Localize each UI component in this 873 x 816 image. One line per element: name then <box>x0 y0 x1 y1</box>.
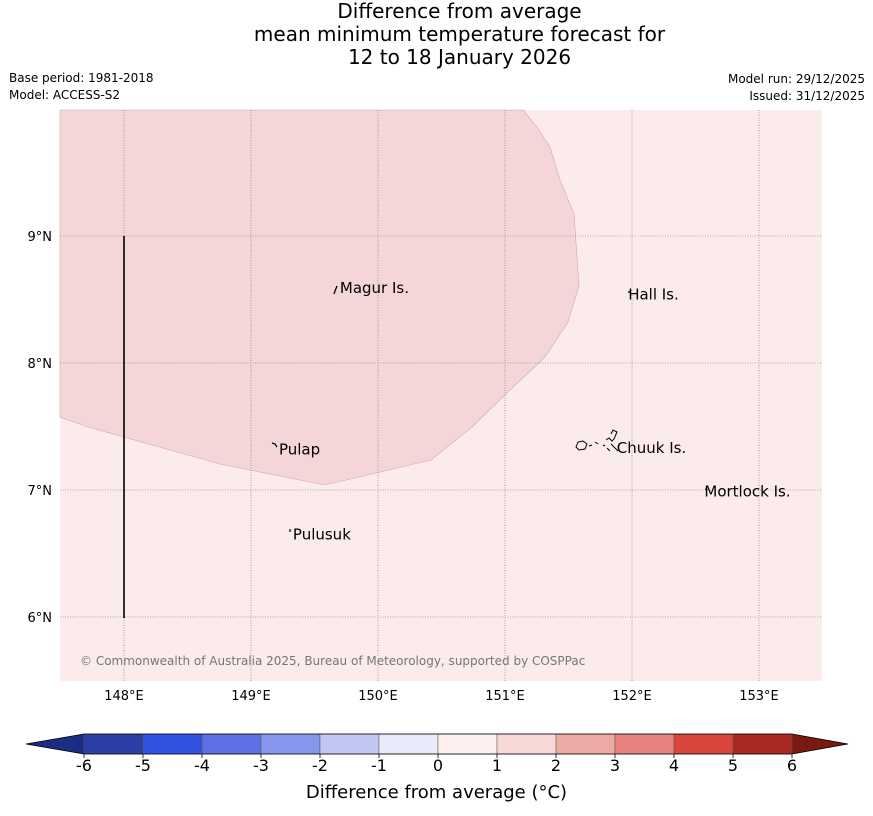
latitude-labels: 9°N 8°N 7°N 6°N <box>28 230 53 626</box>
place-label: Magur Is. <box>340 279 409 297</box>
place-label: Hall Is. <box>628 286 679 304</box>
colorbar-swatch <box>555 733 616 755</box>
title-line-3: 12 to 18 January 2026 <box>347 45 572 69</box>
model-run: Model run: 29/12/2025 <box>727 72 865 86</box>
colorbar-tick-label: 6 <box>787 756 797 775</box>
title-line-1: Difference from average <box>337 0 582 23</box>
pulap-island-outline <box>271 442 278 448</box>
issued-date: Issued: 31/12/2025 <box>749 89 865 103</box>
colorbar-tick-label: -1 <box>371 756 387 775</box>
lat-label: 6°N <box>28 611 53 626</box>
lon-label: 149°E <box>231 689 271 704</box>
colorbar: -6 -5 -4 -3 -2 -1 0 1 2 3 4 5 6 <box>25 733 849 775</box>
colorbar-tick-label: -5 <box>135 756 151 775</box>
colorbar-under-arrow <box>26 734 84 754</box>
colorbar-swatch <box>378 733 439 755</box>
colorbar-tick-label: 0 <box>433 756 443 775</box>
colorbar-tick-label: 2 <box>551 756 561 775</box>
colorbar-swatch <box>732 733 793 755</box>
place-label: Pulusuk <box>293 526 351 544</box>
coastlines <box>271 285 708 532</box>
mortlock-island-outline <box>704 488 708 491</box>
colorbar-tick-label: -2 <box>312 756 328 775</box>
place-label: Chuuk Is. <box>617 439 686 457</box>
colorbar-swatch <box>437 733 498 755</box>
colorbar-tick-label: 5 <box>728 756 738 775</box>
colorbar-swatch <box>614 733 675 755</box>
colorbar-tick-label: -6 <box>76 756 92 775</box>
colorbar-tick-label: -4 <box>194 756 210 775</box>
model-name: Model: ACCESS-S2 <box>9 88 121 102</box>
base-period: Base period: 1981-2018 <box>9 71 154 85</box>
meta-right: Model run: 29/12/2025 Issued: 31/12/2025 <box>728 71 865 105</box>
colorbar-tick-label: 3 <box>610 756 620 775</box>
copyright-text: © Commonwealth of Australia 2025, Bureau… <box>80 654 585 668</box>
place-label: Mortlock Is. <box>704 482 790 500</box>
lat-label: 8°N <box>28 357 53 372</box>
colorbar-tick-label: 4 <box>669 756 679 775</box>
lon-label: 152°E <box>612 689 652 704</box>
colorbar-swatch <box>673 733 734 755</box>
colorbar-swatch <box>319 733 380 755</box>
graticule <box>60 110 822 681</box>
colorbar-swatch <box>260 733 321 755</box>
chuuk-lagoon-outline <box>575 429 619 452</box>
lon-label: 153°E <box>739 689 779 704</box>
magur-island-outline <box>333 285 338 295</box>
colorbar-tick-label: -3 <box>253 756 269 775</box>
lat-label: 9°N <box>28 230 53 245</box>
place-label: Pulap <box>279 440 320 458</box>
chart-title: Difference from average mean minimum tem… <box>0 0 873 69</box>
colorbar-over-arrow <box>792 734 848 754</box>
colorbar-swatch <box>496 733 557 755</box>
lon-label: 151°E <box>485 689 525 704</box>
colorbar-title: Difference from average (°C) <box>305 782 568 803</box>
colorbar-swatch <box>201 733 262 755</box>
title-line-2: mean minimum temperature forecast for <box>253 22 666 46</box>
lon-label: 150°E <box>358 689 398 704</box>
colorbar-swatch <box>83 733 144 755</box>
colorbar-tick-label: 1 <box>492 756 502 775</box>
lon-label: 148°E <box>104 689 144 704</box>
meta-left: Base period: 1981-2018 Model: ACCESS-S2 <box>9 70 154 104</box>
colorbar-swatch <box>142 733 203 755</box>
longitude-labels: 148°E 149°E 150°E 151°E 152°E 153°E <box>104 689 779 704</box>
place-labels: Magur Is. Hall Is. Pulap Chuuk Is. Mortlock … <box>279 279 791 543</box>
lat-label: 7°N <box>28 484 53 499</box>
anomaly-region-1-to-2 <box>59 109 580 486</box>
